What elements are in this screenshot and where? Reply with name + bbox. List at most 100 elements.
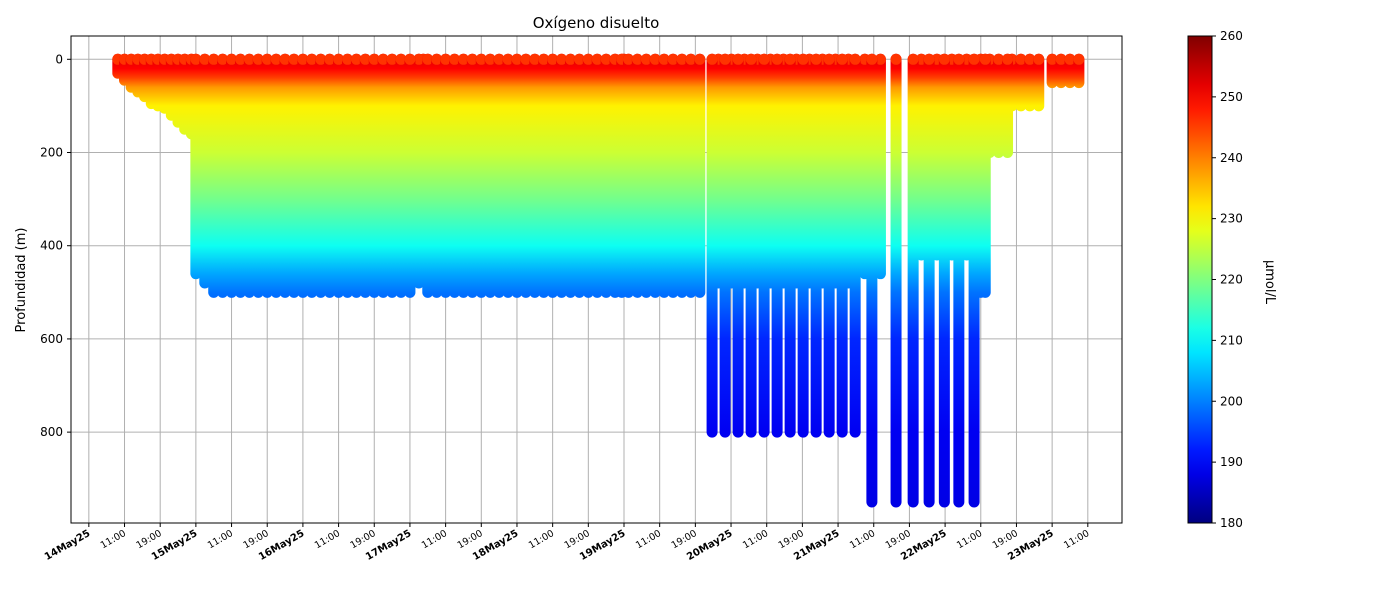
- surface-point: [732, 53, 744, 65]
- colorbar-label: μmol/L: [1262, 260, 1277, 305]
- surface-point: [377, 53, 389, 65]
- surface-point: [685, 53, 697, 65]
- surface-point: [466, 53, 478, 65]
- surface-point: [640, 53, 652, 65]
- surface-point: [890, 53, 902, 65]
- surface-point: [538, 53, 550, 65]
- y-tick-label: 200: [40, 146, 63, 160]
- surface-point: [622, 53, 634, 65]
- surface-point: [968, 53, 980, 65]
- y-tick-label: 800: [40, 425, 63, 439]
- colorbar-tick-label: 250: [1220, 90, 1243, 104]
- x-tick-label: 11:00: [955, 528, 984, 551]
- surface-point: [1002, 53, 1014, 65]
- surface-point: [386, 53, 398, 65]
- surface-point: [547, 53, 559, 65]
- surface-point: [190, 53, 202, 65]
- x-tick-label: 14May25: [43, 528, 92, 563]
- surface-point: [279, 53, 291, 65]
- plot-frame: [70, 35, 1123, 524]
- y-tick-label: 400: [40, 239, 63, 253]
- surface-point: [667, 53, 679, 65]
- surface-point: [440, 53, 452, 65]
- x-tick-label: 11:00: [527, 528, 556, 551]
- surface-point: [591, 53, 603, 65]
- colorbar-tick-label: 260: [1220, 29, 1243, 43]
- surface-point: [208, 53, 220, 65]
- y-tick-label: 0: [55, 52, 63, 66]
- surface-point: [758, 53, 770, 65]
- surface-point: [706, 53, 718, 65]
- surface-point: [573, 53, 585, 65]
- surface-point: [907, 53, 919, 65]
- surface-point: [979, 53, 991, 65]
- surface-point: [823, 53, 835, 65]
- surface-point: [529, 53, 541, 65]
- surface-point: [422, 53, 434, 65]
- surface-point: [493, 53, 505, 65]
- surface-point: [658, 53, 670, 65]
- y-axis-label: Profundidad (m): [14, 228, 29, 333]
- surface-point: [784, 53, 796, 65]
- surface-point: [694, 53, 706, 65]
- x-tick-label: 11:00: [99, 528, 128, 551]
- surface-point: [1073, 53, 1085, 65]
- colorbar-tick-label: 210: [1220, 333, 1243, 347]
- x-tick-label: 11:00: [206, 528, 235, 551]
- colorbar-tick-label: 200: [1220, 394, 1243, 408]
- surface-point: [797, 53, 809, 65]
- surface-point: [511, 53, 523, 65]
- surface-point: [350, 53, 362, 65]
- surface-point: [556, 53, 568, 65]
- surface-point: [234, 53, 246, 65]
- surface-point: [938, 53, 950, 65]
- colorbar-tick-label: 220: [1220, 273, 1243, 287]
- surface-point: [333, 53, 345, 65]
- surface-point: [261, 53, 273, 65]
- surface-point: [849, 53, 861, 65]
- surface-point: [306, 53, 318, 65]
- surface-point: [431, 53, 443, 65]
- colorbar-tick-label: 190: [1220, 455, 1243, 469]
- surface-point: [649, 53, 661, 65]
- surface-point: [324, 53, 336, 65]
- surface-point: [564, 53, 576, 65]
- surface-point: [288, 53, 300, 65]
- surface-point: [631, 53, 643, 65]
- x-tick-label: 11:00: [741, 528, 770, 551]
- surface-point: [810, 53, 822, 65]
- surface-point: [243, 53, 255, 65]
- surface-point: [217, 53, 229, 65]
- colorbar-tick-label: 230: [1220, 212, 1243, 226]
- colorbar-scale: [1187, 35, 1213, 524]
- surface-point: [771, 53, 783, 65]
- x-tick-label: 11:00: [313, 528, 342, 551]
- surface-point: [199, 53, 211, 65]
- surface-point: [315, 53, 327, 65]
- y-tick-label: 600: [40, 332, 63, 346]
- surface-point: [953, 53, 965, 65]
- surface-point: [745, 53, 757, 65]
- surface-point: [502, 53, 514, 65]
- surface-point: [582, 53, 594, 65]
- surface-point: [993, 53, 1005, 65]
- surface-point: [1033, 53, 1045, 65]
- colorbar-tick-label: 240: [1220, 151, 1243, 165]
- surface-point: [457, 53, 469, 65]
- surface-point: [484, 53, 496, 65]
- colorbar-tick-label: 180: [1220, 516, 1243, 530]
- surface-point: [836, 53, 848, 65]
- surface-point: [923, 53, 935, 65]
- surface-point: [270, 53, 282, 65]
- surface-point: [413, 53, 425, 65]
- surface-point: [600, 53, 612, 65]
- surface-point: [359, 53, 371, 65]
- surface-point: [475, 53, 487, 65]
- surface-point: [297, 53, 309, 65]
- surface-point: [1015, 53, 1027, 65]
- x-tick-label: 11:00: [420, 528, 449, 551]
- surface-point: [866, 53, 878, 65]
- surface-point: [342, 53, 354, 65]
- colorbar: 180 190 200 210 220 230 240 250 260: [1187, 29, 1243, 530]
